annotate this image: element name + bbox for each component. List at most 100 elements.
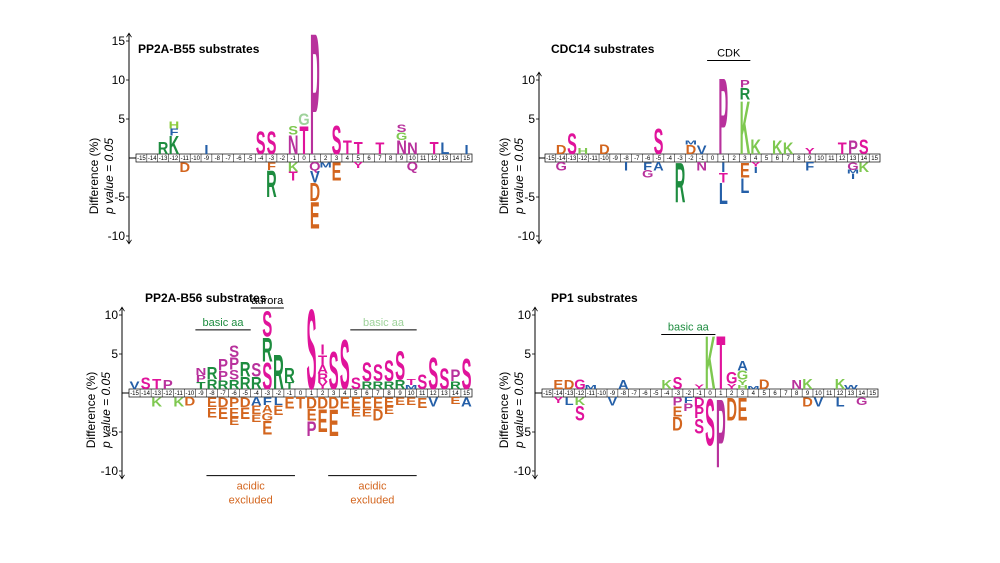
residue-p-enriched: P [740,78,750,91]
residue-d-enriched: D [556,142,567,157]
residue-t-enriched: T [343,136,352,159]
position-label: 13 [441,391,448,397]
residue-m-depleted: M [847,169,859,175]
position-label: 7 [376,391,380,397]
position-label: 2 [324,156,328,162]
residue-r-depleted: R [675,152,686,215]
position-label: -7 [631,391,637,397]
position-label: 5 [763,391,767,397]
residue-p-enriched: P [310,0,320,192]
position-label: 2 [321,391,325,397]
position-label: 6 [365,391,369,397]
residue-p-enriched: P [718,57,728,178]
position-label: -5 [247,156,253,162]
residue-p-enriched: P [163,377,173,392]
residue-d-depleted: D [726,392,737,428]
position-label: 8 [795,391,799,397]
position-label: -1 [699,156,705,162]
residue-p-enriched: P [848,136,858,159]
residue-d-depleted: D [373,407,384,425]
residue-s-enriched: S [251,359,261,381]
position-label: -4 [667,156,673,162]
residue-n-enriched: N [791,377,802,392]
residue-n-enriched: N [396,136,407,159]
residue-r-enriched: R [273,344,284,399]
residue-a-enriched: A [737,359,748,375]
position-label: -5 [653,391,659,397]
residue-e-depleted: E [332,159,342,187]
position-label: 11 [826,391,833,397]
residue-e-depleted: E [240,405,250,423]
residue-s-enriched: S [395,342,405,388]
position-label: -15 [546,156,555,162]
residue-e-depleted: E [318,404,328,440]
residue-q-depleted: Q [407,160,418,173]
residue-t-enriched: T [318,353,327,368]
residue-r-enriched: R [207,364,218,383]
annotation-label: basic aa [668,322,710,334]
residue-y-enriched: Y [694,384,704,391]
residue-e-depleted: E [450,396,460,407]
residue-k-depleted: K [151,394,162,409]
residue-r-enriched: R [361,379,372,391]
residue-e-depleted: E [362,395,372,413]
residue-e-depleted: E [307,407,317,425]
residue-s-enriched: S [373,361,383,387]
position-label: 10 [409,156,416,162]
position-label: -8 [209,391,215,397]
position-label: -14 [557,156,566,162]
residue-d-depleted: D [672,412,683,435]
annotation-label: basic aa [363,317,405,329]
residue-i-enriched: I [204,142,208,157]
residue-k-depleted: K [288,159,299,174]
residue-k-enriched: K [661,377,672,392]
position-label: 2 [732,156,736,162]
residue-d-depleted: D [184,395,195,408]
annotation-label-line: acidic [237,481,266,493]
position-label: 10 [408,391,415,397]
residue-e-depleted: E [673,403,683,420]
residue-t-depleted: T [296,395,306,413]
residue-d-depleted: D [802,394,813,409]
position-label: 4 [752,391,756,397]
position-label: -7 [634,156,640,162]
residue-s-enriched: S [384,355,394,388]
residue-e-depleted: E [351,407,361,419]
residue-m-enriched: M [405,385,418,391]
residue-s-depleted: S [694,414,704,439]
residue-n-enriched: N [195,366,206,377]
y-axis-label: Difference (%) [87,138,101,214]
position-label: 14 [860,156,867,162]
position-label: -8 [215,156,221,162]
position-label: 0 [302,156,306,162]
position-label: 11 [420,156,427,162]
position-label: 4 [754,156,758,162]
position-label: -6 [231,391,237,397]
residue-h-enriched: H [578,146,589,156]
residue-k-enriched: K [750,134,761,159]
y-tick-label: -5 [520,425,531,439]
residue-r-enriched: R [240,374,251,393]
residue-s-enriched: S [307,288,317,414]
residue-r-enriched: R [740,86,751,104]
residue-r-enriched: R [395,377,406,392]
residue-t-enriched: T [196,381,205,392]
residue-y-enriched: Y [738,379,748,387]
residue-r-enriched: R [229,377,240,392]
residue-s-enriched: S [256,126,266,162]
position-label: 4 [343,391,347,397]
residue-l-depleted: L [719,177,728,211]
position-label: 3 [741,391,745,397]
residue-r-enriched: R [450,379,461,391]
residue-g-depleted: G [261,410,273,422]
position-label: -12 [576,391,585,397]
residue-y-enriched: Y [805,146,815,156]
position-label: 9 [808,156,812,162]
annotation-label: CDK [717,48,741,60]
residue-k-enriched: K [705,321,716,406]
residue-y-enriched: Y [318,381,329,392]
residue-s-enriched: S [332,117,342,164]
residue-v-enriched: V [697,143,707,156]
position-label: -7 [225,156,231,162]
